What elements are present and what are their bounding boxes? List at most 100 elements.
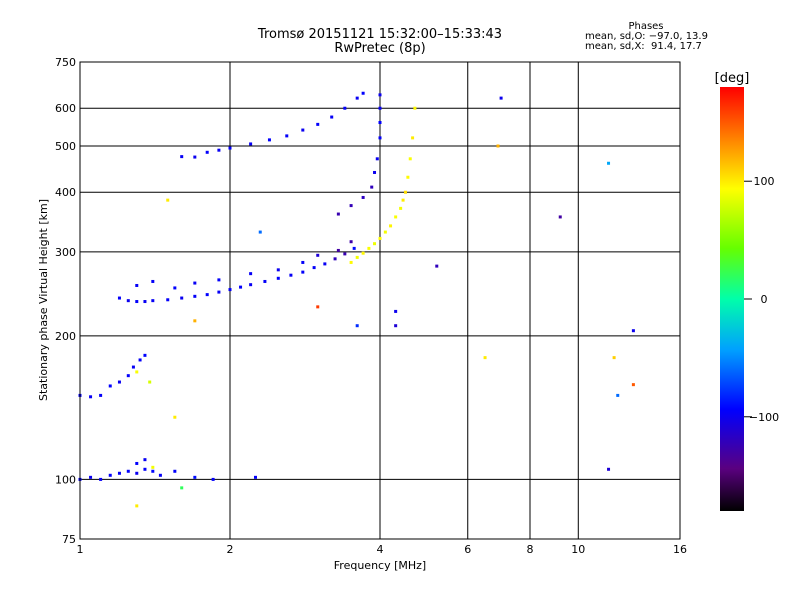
data-point [217,278,221,282]
data-point [217,290,221,294]
data-point [228,146,232,150]
data-point [401,198,405,202]
plot-grid [80,62,680,539]
data-point [383,230,387,234]
data-point [117,380,121,384]
data-point [151,279,155,283]
data-point [253,475,257,479]
data-point [316,305,320,309]
y-tick-label: 75 [62,533,76,546]
data-point [408,157,412,161]
data-point [403,190,407,194]
data-point [355,255,359,259]
data-point [389,224,393,228]
data-point [108,473,112,477]
data-point [343,106,347,110]
data-point [301,128,305,132]
colorbar-tick-label: 100 [754,175,775,188]
data-point [258,230,262,234]
data-point [117,471,121,475]
data-point [411,136,415,140]
data-point [151,465,155,469]
data-point [352,246,356,250]
data-point [138,358,142,362]
data-point [413,106,417,110]
data-point [117,296,121,300]
x-axis: 1 2 4 6 8 10 16 [77,543,688,556]
data-point [148,380,152,384]
data-point [249,283,253,287]
data-point [263,279,267,283]
y-tick-label: 500 [55,140,76,153]
data-point [631,329,635,333]
data-point [499,96,503,100]
plot-frame [79,61,681,540]
y-tick-label: 100 [55,473,76,486]
data-point [135,461,139,465]
phases-header: Phases [628,21,664,32]
data-point [205,293,209,297]
y-tick-label: 300 [55,246,76,259]
colorbar-unit-label: [deg] [715,71,750,86]
x-tick-label: 1 [77,543,84,556]
data-point [131,365,135,369]
data-point [616,393,620,397]
data-point [289,273,293,277]
data-point [361,195,365,199]
data-point [126,469,130,473]
data-point [276,268,280,272]
data-point [173,286,177,290]
colorbar [720,87,744,511]
data-point [330,115,334,119]
data-point [399,206,403,210]
data-point [126,299,130,303]
data-point [143,353,147,357]
y-tick-label: 200 [55,330,76,343]
data-point [336,212,340,216]
data-point [135,504,139,508]
data-point [173,469,177,473]
data-point [151,469,155,473]
data-point [217,148,221,152]
data-point [316,122,320,126]
data-point [301,270,305,274]
data-point [143,458,147,462]
data-point [355,96,359,100]
data-point [301,260,305,264]
data-point [180,486,184,490]
data-point [267,138,271,142]
x-tick-label: 2 [227,543,234,556]
data-point [373,170,377,174]
data-point [143,300,147,304]
data-point [166,198,170,202]
data-point [349,260,353,264]
y-tick-label: 750 [55,56,76,69]
data-point [205,150,209,154]
data-point [378,121,382,125]
data-point [558,215,562,219]
data-point [135,283,139,287]
data-point [166,298,170,302]
data-point [496,144,500,148]
data-point [193,281,197,285]
data-point [228,288,232,292]
data-point [378,93,382,97]
data-point [607,161,611,165]
data-point [394,309,398,313]
data-point [180,296,184,300]
data-point [135,370,139,374]
data-point [406,175,410,179]
data-point [151,299,155,303]
data-point [323,262,327,266]
data-point [378,136,382,140]
data-point [135,300,139,304]
data-point [239,285,243,289]
data-point [135,471,139,475]
phase-statistics: Phases mean, sd,O: −97.0, 13.9 mean, sd,… [585,21,708,52]
data-point [249,272,253,276]
data-point [367,246,371,250]
data-point [249,142,253,146]
data-point [180,155,184,159]
x-tick-label: 4 [377,543,384,556]
